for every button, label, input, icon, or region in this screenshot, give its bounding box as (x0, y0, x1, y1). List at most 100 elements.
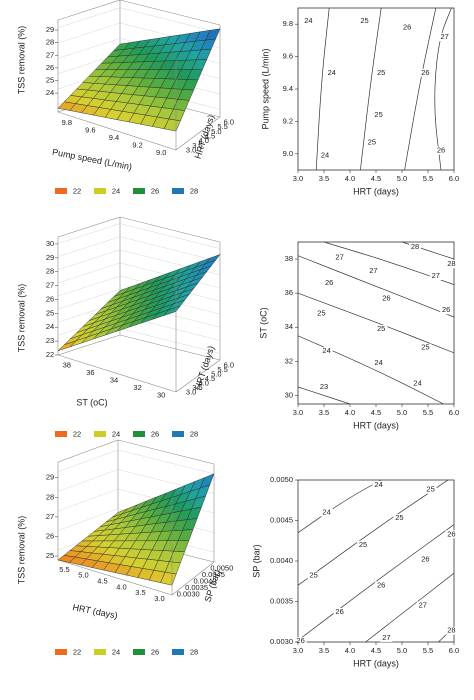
x-tick-label: 3.0 (154, 594, 164, 603)
x-tick-label: 3.0 (293, 174, 303, 183)
contour-line (298, 524, 454, 641)
contour-label-bg (419, 343, 432, 352)
box-edge (119, 0, 221, 26)
contour-label: 24 (321, 150, 329, 159)
legend: 22 24 26 28 (55, 647, 198, 656)
contour-label-bg (320, 508, 333, 517)
contour-panel-1: 24 25 26 27 24 25 26 25 24 25 26 3.0 3.5 4.0 4.5 5.0 5.5… (260, 7, 459, 196)
y-tick-label: 3.0 (186, 388, 196, 397)
contour-line (298, 335, 444, 404)
z-tick-label: 28 (46, 38, 54, 47)
x-tick-label: 3.0 (293, 408, 303, 417)
box-edge (117, 439, 215, 465)
y-tick-label: 5.0 (211, 369, 221, 378)
y-tick-label: 32 (285, 356, 293, 365)
z-tick-label: 27 (46, 281, 54, 290)
contour-line (298, 480, 449, 586)
x-tick-label: 5.0 (397, 174, 407, 183)
contour-label: 26 (421, 68, 429, 77)
y-tick-label: 5.5 (217, 122, 227, 131)
y-axis-label: ST (oC) (258, 307, 268, 338)
contour-label-bg (358, 16, 371, 25)
y-tick-label: 0.0030 (177, 590, 200, 599)
contour-label-bg (440, 306, 453, 315)
legend-swatch (94, 431, 106, 437)
y-tick-label: 4.0 (198, 379, 208, 388)
legend-swatch (55, 431, 67, 437)
x-tick-label: 4.0 (345, 646, 355, 655)
x-tick-label: 38 (63, 361, 71, 370)
box-edge (171, 561, 215, 596)
legend-swatch (172, 431, 184, 437)
contour-line (360, 8, 382, 170)
z-tick-label: 29 (46, 25, 54, 34)
contour-label-bg (319, 151, 332, 160)
contour-label: 26 (296, 636, 304, 645)
contour-label: 25 (309, 571, 317, 580)
contour-label: 25 (421, 343, 429, 352)
y-tick-label: 5.0 (211, 127, 221, 136)
z-tick-label: 28 (46, 492, 54, 501)
contour-label-bg (307, 571, 320, 580)
contour-label: 26 (377, 580, 385, 589)
box-edge (119, 216, 221, 243)
contour-label-bg (333, 608, 346, 617)
contour-label: 26 (442, 305, 450, 314)
wall-gridline (57, 7, 221, 33)
x-tick-label: 6.0 (449, 408, 459, 417)
z-tick-label: 28 (46, 267, 54, 276)
legend-swatch (133, 188, 145, 194)
contour-label: 27 (382, 633, 390, 642)
contour-label: 28 (411, 242, 419, 251)
contour-label: 25 (374, 110, 382, 119)
legend-swatch (133, 431, 145, 437)
y-tick-label: 38 (285, 254, 293, 263)
wall-gridline (57, 223, 221, 249)
x-tick-label: 6.0 (449, 174, 459, 183)
legend-label: 22 (73, 429, 81, 438)
y-tick-label: 3.5 (192, 383, 202, 392)
contour-label-bg (315, 309, 328, 318)
x-tick-label: 3.5 (319, 174, 329, 183)
z-tick-label: 26 (46, 294, 54, 303)
y-tick-label: 9.2 (283, 116, 293, 125)
y-tick-label: 3.5 (192, 141, 202, 150)
contour-label: 24 (374, 480, 382, 489)
x-tick-label: 4.0 (345, 174, 355, 183)
y-tick-label: 4.0 (198, 136, 208, 145)
contour-label: 28 (447, 626, 455, 635)
y-tick-label: 4.5 (205, 374, 215, 383)
z-tick-label: 24 (46, 88, 54, 97)
contour-label: 24 (328, 68, 336, 77)
contour-label: 26 (421, 554, 429, 563)
contour-label: 27 (440, 32, 448, 41)
z-tick-label: 25 (46, 75, 54, 84)
y-tick-label: 3.0 (186, 146, 196, 155)
legend: 22 24 26 28 (55, 429, 198, 438)
contour-label: 27 (369, 266, 377, 275)
z-tick-label: 25 (46, 308, 54, 317)
z-tick-label: 30 (46, 239, 54, 248)
contour-label: 24 (322, 346, 330, 355)
x-tick-label: 5.5 (423, 646, 433, 655)
x-axis-label: Pump speed (L/min) (51, 147, 132, 172)
box-edge (57, 559, 173, 596)
contour-lines (315, 8, 452, 170)
box-edge (175, 359, 221, 393)
x-tick-label: 4.0 (116, 582, 126, 591)
contour-line (404, 8, 437, 170)
contour-label-bg (393, 514, 406, 523)
contour-label: 27 (432, 271, 440, 280)
contour-label-bg (419, 555, 432, 564)
y-tick-label: 0.0030 (270, 637, 293, 646)
legend-label: 28 (190, 647, 198, 656)
contour-label: 25 (395, 513, 403, 522)
legend-swatch (172, 649, 184, 655)
legend-swatch (94, 188, 106, 194)
y-tick-label: 6.0 (224, 360, 234, 369)
contour-label: 28 (447, 259, 455, 268)
x-tick-label: 9.4 (109, 133, 119, 142)
y-tick-label: 0.0050 (270, 475, 293, 484)
contour-label-bg (401, 23, 414, 32)
legend-label: 26 (151, 429, 159, 438)
